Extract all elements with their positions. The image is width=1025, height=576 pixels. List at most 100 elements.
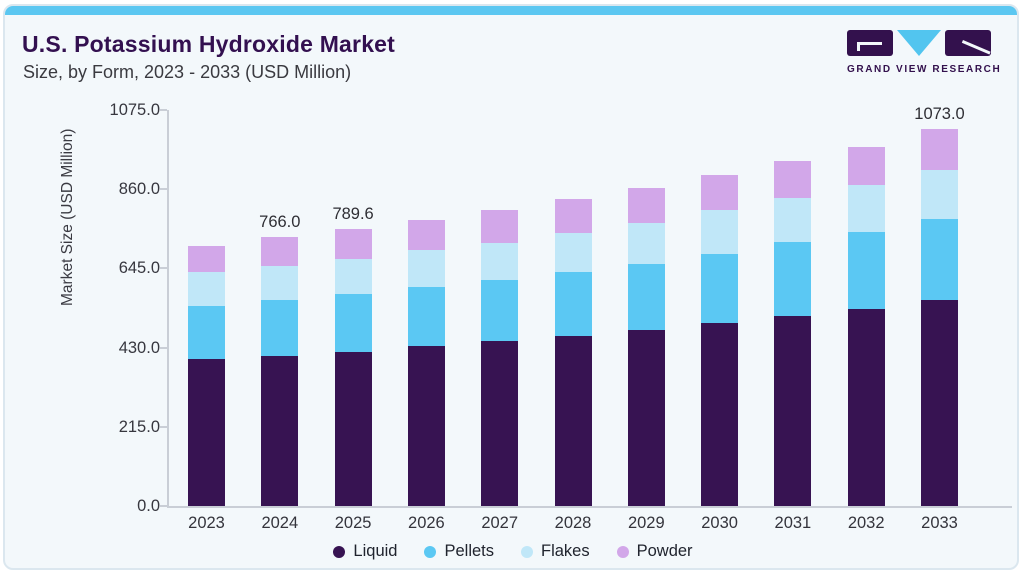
bar-segment-liquid-2023 (188, 359, 225, 506)
bar-segment-liquid-2029 (627, 330, 665, 506)
bar-segment-flakes-2032 (847, 185, 885, 233)
legend-item-powder: Powder (616, 542, 693, 561)
bar-segment-pellets-2032 (847, 232, 885, 309)
page-title: U.S. Potassium Hydroxide Market (22, 31, 396, 57)
bar-2028 (554, 198, 592, 506)
bar-segment-pellets-2025 (334, 293, 372, 352)
bar-value-label-2033: 1073.0 (914, 105, 965, 124)
logo-g-icon (847, 30, 893, 56)
x-label-2024: 2024 (261, 514, 299, 532)
bar-segment-powder-2024 (261, 237, 299, 266)
bar-segment-liquid-2031 (774, 315, 812, 506)
bar-segment-flakes-2024 (261, 265, 299, 301)
bar-segment-powder-2030 (701, 174, 739, 211)
bar-segment-powder-2029 (627, 188, 665, 223)
bar-2027 (481, 209, 519, 506)
bar-segment-powder-2028 (554, 198, 592, 233)
x-label-2027: 2027 (481, 514, 519, 532)
bar-segment-flakes-2030 (701, 210, 739, 254)
bar-segment-flakes-2026 (407, 250, 445, 287)
bar-segment-powder-2025 (334, 228, 372, 259)
bar-2023 (188, 245, 225, 507)
bar-segment-pellets-2027 (481, 280, 519, 341)
logo-v-icon (897, 30, 941, 56)
bar-segment-pellets-2033 (921, 218, 958, 301)
logo-marks (847, 30, 995, 57)
bar-segment-liquid-2025 (334, 351, 372, 506)
bar-segment-pellets-2031 (774, 242, 812, 316)
legend-swatch-liquid (333, 545, 346, 558)
legend-item-liquid: Liquid (333, 542, 397, 561)
bar-value-label-2024: 766.0 (259, 213, 301, 232)
page-subtitle: Size, by Form, 2023 - 2033 (USD Million) (23, 62, 352, 82)
bar-segment-liquid-2033 (921, 300, 958, 506)
y-tick-label: 1075.0 (109, 101, 160, 119)
bar-segment-flakes-2029 (627, 222, 665, 264)
legend-item-pellets: Pellets (424, 542, 494, 561)
legend-swatch-powder (616, 545, 629, 558)
legend-label-liquid: Liquid (353, 542, 398, 560)
bar-2031 (774, 161, 812, 506)
bar-2033 (921, 129, 958, 506)
legend-label-pellets: Pellets (444, 542, 494, 560)
y-tick (160, 267, 167, 270)
legend-label-powder: Powder (636, 542, 693, 560)
legend-swatch-flakes (521, 545, 533, 558)
top-accent-strip (5, 6, 1017, 15)
grand-view-research-logo: GRAND VIEW RESEARCH (847, 30, 1000, 75)
y-tick (160, 346, 167, 349)
x-label-2028: 2028 (554, 514, 592, 532)
legend-swatch-pellets (424, 545, 437, 558)
bar-segment-powder-2032 (847, 146, 885, 186)
x-label-2029: 2029 (627, 514, 665, 532)
x-label-2031: 2031 (774, 514, 812, 532)
bar-segment-liquid-2024 (261, 356, 299, 506)
x-label-2025: 2025 (334, 514, 372, 532)
y-tick-label: 860.0 (118, 180, 160, 199)
y-tick-label: 0.0 (137, 497, 160, 515)
y-tick (160, 425, 167, 428)
bar-2025 (334, 228, 372, 506)
x-label-2033: 2033 (921, 514, 958, 532)
bar-value-label-2025: 789.6 (332, 204, 374, 223)
legend: Liquid Pellets Flakes Powder (5, 542, 1017, 561)
y-tick-label: 645.0 (118, 259, 160, 278)
bar-segment-flakes-2023 (188, 272, 225, 306)
y-tick (160, 109, 167, 111)
bar-segment-pellets-2023 (188, 305, 225, 360)
y-axis-title: Market Size (USD Million) (59, 128, 76, 306)
bar-segment-pellets-2024 (261, 300, 299, 357)
bar-2029 (627, 188, 665, 506)
bar-segment-liquid-2026 (407, 346, 445, 506)
bar-segment-liquid-2027 (481, 340, 519, 506)
bar-segment-pellets-2029 (627, 263, 665, 331)
bar-segment-powder-2026 (407, 219, 445, 251)
bar-segment-powder-2023 (188, 245, 225, 273)
plot-area: 0.0 215.0 430.0 645.0 860.0 1075.0 2023 766.0 20… (110, 102, 1012, 532)
x-label-2026: 2026 (408, 514, 445, 532)
legend-label-flakes: Flakes (541, 542, 590, 560)
bar-segment-powder-2033 (921, 129, 958, 170)
bar-2032 (847, 146, 885, 507)
bar-segment-flakes-2031 (774, 198, 812, 243)
y-tick-label: 430.0 (118, 338, 160, 357)
bar-segment-flakes-2027 (481, 242, 519, 281)
x-label-2023: 2023 (188, 514, 225, 532)
bar-2030 (701, 174, 739, 506)
bar-segment-powder-2031 (774, 161, 812, 199)
chart-card: U.S. Potassium Hydroxide Market Size, by… (3, 4, 1019, 570)
bar-segment-liquid-2030 (701, 322, 739, 506)
x-label-2030: 2030 (701, 514, 738, 532)
y-tick-label: 215.0 (118, 417, 160, 436)
bar-segment-liquid-2028 (554, 335, 592, 506)
y-tick (160, 188, 167, 191)
bar-segment-powder-2027 (481, 209, 519, 243)
x-label-2032: 2032 (847, 514, 885, 532)
logo-r-icon (945, 30, 991, 56)
bar-segment-flakes-2025 (334, 258, 372, 294)
legend-item-flakes: Flakes (521, 542, 590, 561)
bar-segment-pellets-2028 (554, 271, 592, 336)
bar-segment-flakes-2033 (921, 169, 958, 219)
bar-segment-pellets-2026 (407, 286, 445, 347)
bar-2026 (407, 219, 445, 506)
